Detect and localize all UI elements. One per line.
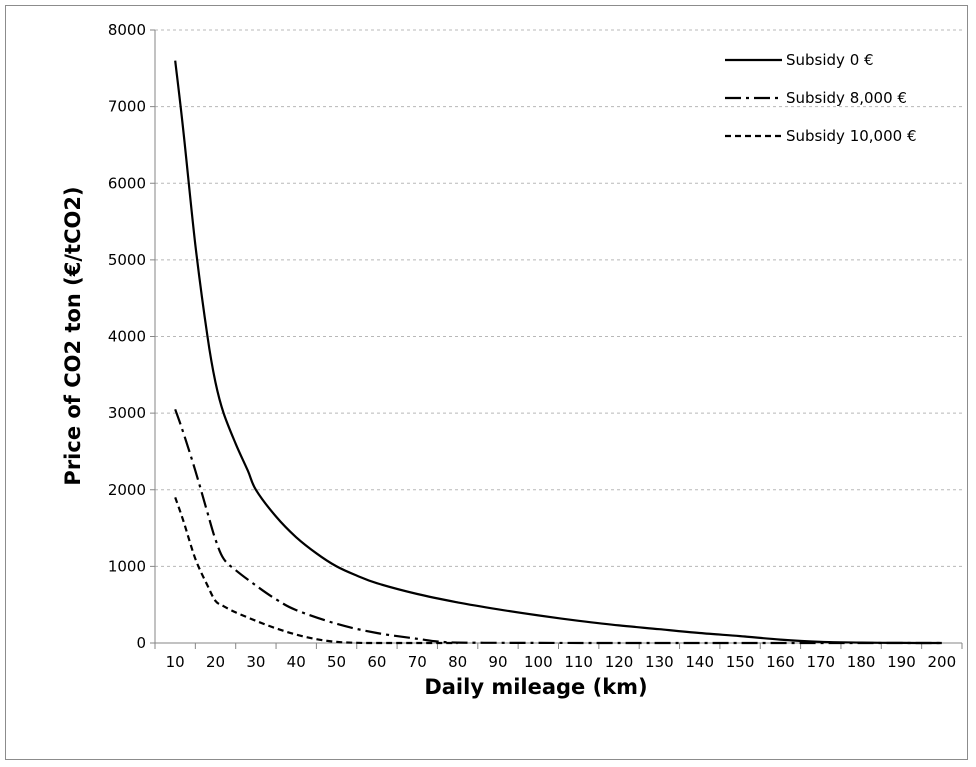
legend: Subsidy 0 € Subsidy 8,000 € Subsidy 10,000…: [725, 51, 917, 145]
y-axis-title: Price of CO2 ton (€/tCO2): [61, 186, 85, 485]
x-tick-label-190: 190: [887, 653, 916, 671]
y-tick-label-3000: 3000: [108, 404, 146, 422]
chart-frame: [5, 5, 968, 760]
series-line-1: [174, 60, 942, 645]
x-tick-label-20: 20: [206, 653, 225, 671]
legend-label-1: Subsidy 0 €: [786, 51, 874, 69]
x-tick-label-90: 90: [488, 653, 507, 671]
y-tick-label-7000: 7000: [108, 98, 146, 116]
x-tick-label-70: 70: [408, 653, 427, 671]
x-axis-title: Daily mileage (km): [424, 675, 647, 699]
x-tick-label-50: 50: [327, 653, 346, 671]
x-tick-label-160: 160: [766, 653, 795, 671]
y-tick-label-2000: 2000: [108, 481, 146, 499]
x-tick-label-80: 80: [448, 653, 467, 671]
y-tick-label-1000: 1000: [108, 557, 146, 575]
series-line-3: [174, 497, 458, 645]
x-tick-label-60: 60: [367, 653, 386, 671]
y-tick-label-5000: 5000: [108, 251, 146, 269]
x-tick-label-140: 140: [685, 653, 714, 671]
x-tick-label-100: 100: [524, 653, 553, 671]
y-tick-label-4000: 4000: [108, 328, 146, 346]
x-tick-label-40: 40: [287, 653, 306, 671]
x-axis-tick-labels: 10 20 30 40 50 60 70 80 90 100 110 120 130 140 150 160 1…: [166, 653, 957, 671]
x-tick-label-110: 110: [564, 653, 593, 671]
x-tick-label-170: 170: [806, 653, 835, 671]
legend-label-2: Subsidy 8,000 €: [786, 89, 907, 107]
series-lines: [174, 60, 942, 645]
legend-label-3: Subsidy 10,000 €: [786, 127, 917, 145]
x-tick-label-130: 130: [645, 653, 674, 671]
y-tick-label-0: 0: [136, 634, 146, 652]
x-tick-label-30: 30: [246, 653, 265, 671]
y-axis-tick-labels: 0 1000 2000 3000 4000 5000 6000 7000 8000: [108, 21, 146, 652]
x-tick-label-150: 150: [726, 653, 755, 671]
x-tick-label-120: 120: [605, 653, 634, 671]
x-tick-label-180: 180: [847, 653, 876, 671]
x-tick-label-10: 10: [166, 653, 185, 671]
y-tick-label-6000: 6000: [108, 174, 146, 192]
gridlines: [155, 29, 962, 567]
x-tick-label-200: 200: [928, 653, 957, 671]
y-tick-label-8000: 8000: [108, 21, 146, 39]
series-line-2: [174, 408, 942, 645]
axes: [150, 29, 963, 649]
